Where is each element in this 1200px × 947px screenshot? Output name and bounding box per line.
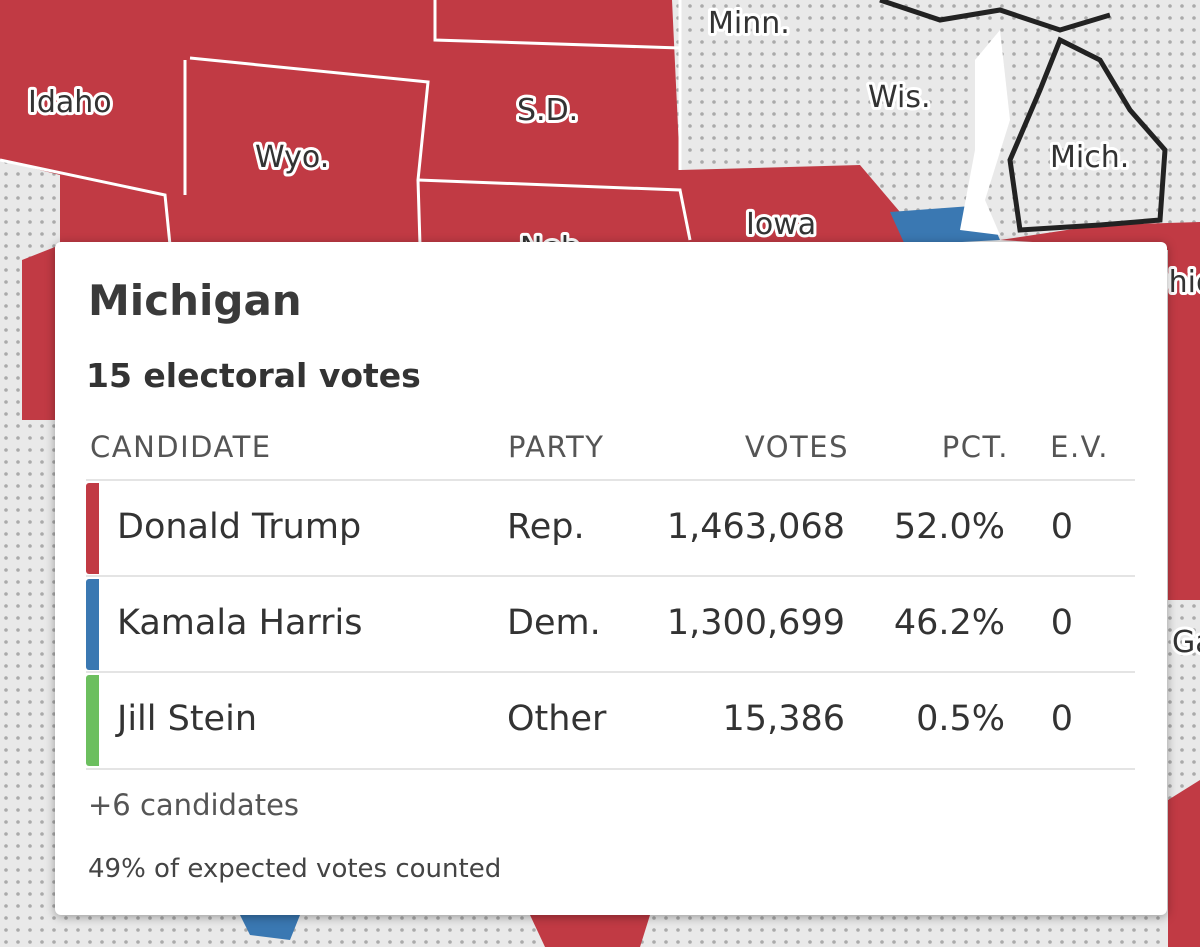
map-label: Iowa [746,207,816,242]
party-color [86,579,99,670]
state-tooltip: Michigan 15 electoral votes CANDIDATE PA… [55,242,1167,915]
candidate-row: Donald Trump Rep. 1,463,068 52.0% 0 [86,479,1135,576]
party: Other [507,699,607,739]
votes: 15,386 [722,699,845,739]
party: Rep. [507,507,585,547]
map-label: S.D. [517,93,578,128]
more-candidates[interactable]: +6 candidates [88,788,300,822]
map-label: Minn. [708,6,790,41]
votes: 1,300,699 [666,603,845,643]
electoral-votes-won: 0 [1050,699,1073,739]
map-label: Wyo. [255,140,329,175]
candidate-name: Jill Stein [117,699,257,739]
percent: 46.2% [893,603,1005,643]
red-state-south [530,915,650,947]
column-header: PARTY [508,430,605,464]
electoral-votes-won: 0 [1050,507,1073,547]
map-label: Ga. [1172,625,1200,660]
party-color [86,675,99,766]
candidate-name: Kamala Harris [117,603,363,643]
column-header: VOTES [744,430,849,464]
candidate-name: Donald Trump [117,507,362,547]
party: Dem. [507,603,601,643]
state-borders [0,0,692,246]
party-color [86,483,99,574]
michigan-outline [879,0,1168,233]
column-header: PCT. [941,430,1009,464]
lake [960,30,1010,235]
percent: 52.0% [893,507,1005,547]
votes-counted: 49% of expected votes counted [88,854,502,884]
blue-island [240,915,300,940]
candidate-row: Jill Stein Other 15,386 0.5% 0 [86,671,1135,770]
candidate-row: Kamala Harris Dem. 1,300,699 46.2% 0 [86,575,1135,672]
map-label: Wis. [868,80,931,115]
votes: 1,463,068 [666,507,845,547]
electoral-votes-won: 0 [1050,603,1073,643]
column-header: E.V. [1050,430,1109,464]
electoral-votes: 15 electoral votes [86,356,421,395]
state-name: Michigan [88,276,302,325]
percent: 0.5% [916,699,1005,739]
column-header: CANDIDATE [90,430,272,464]
map-label: Mich. [1050,140,1129,175]
red-states-east [1000,222,1200,947]
red-states-west [0,0,905,420]
map-label: Idaho [28,85,112,120]
